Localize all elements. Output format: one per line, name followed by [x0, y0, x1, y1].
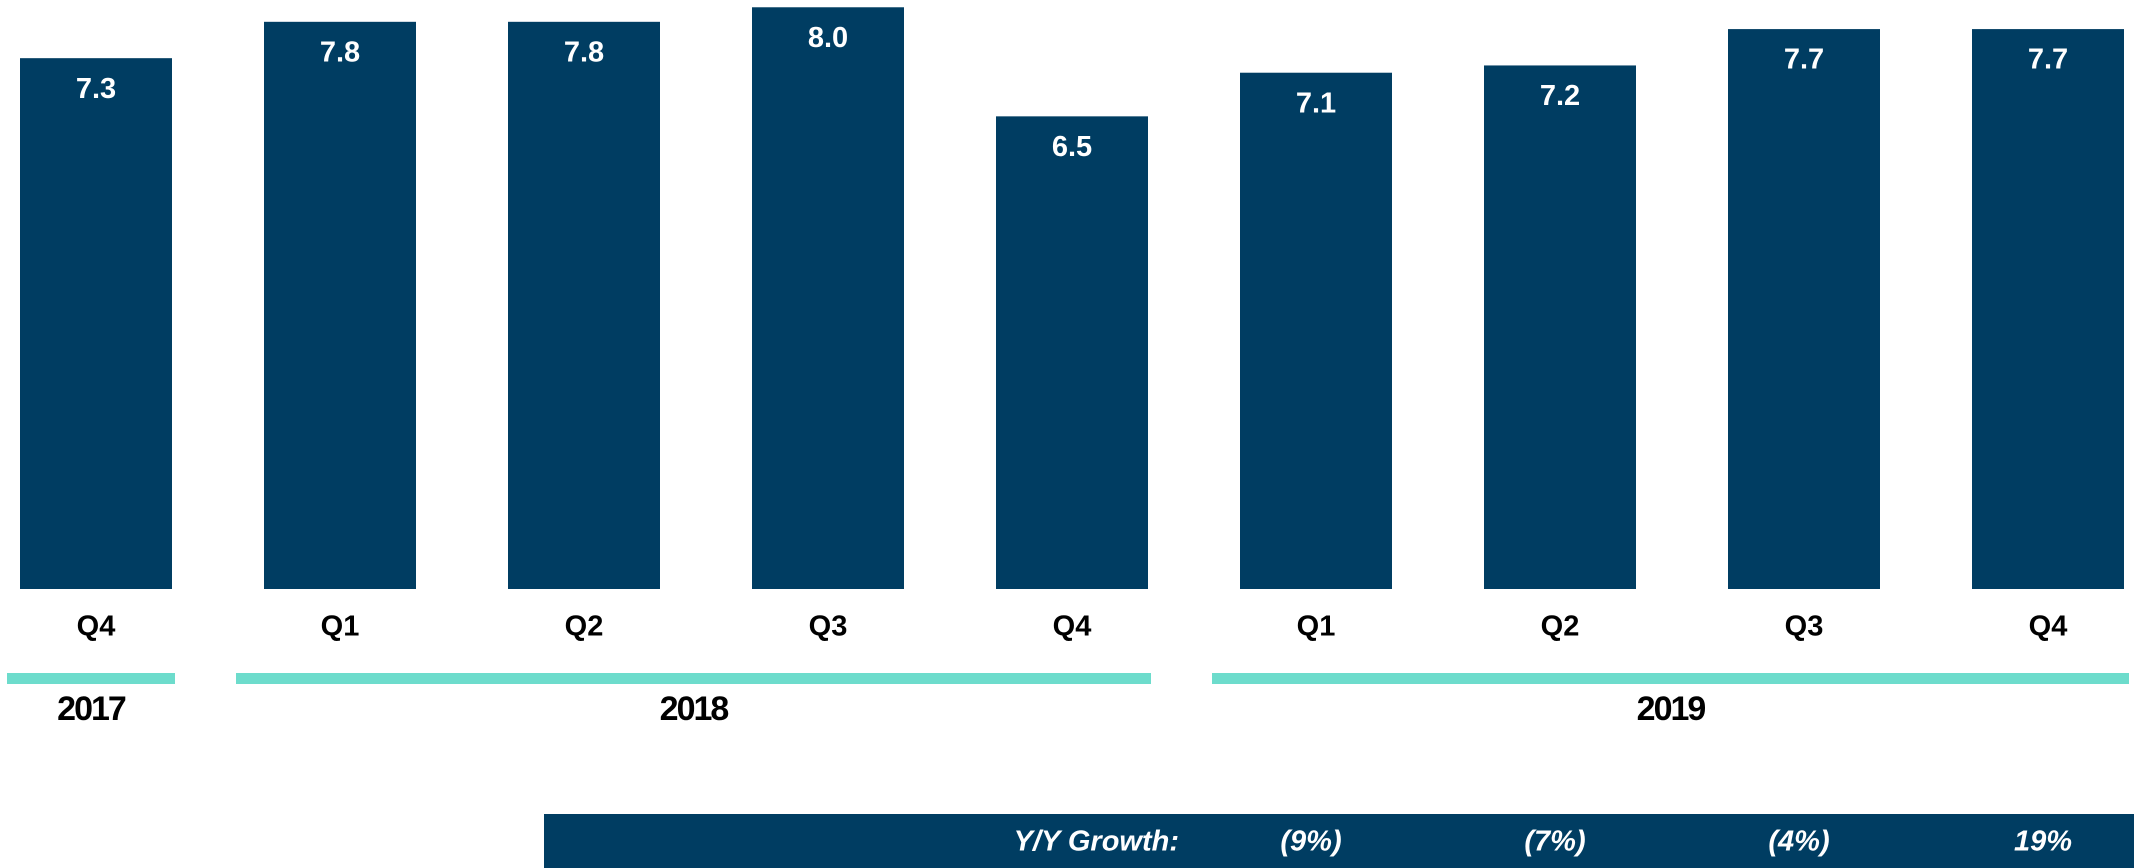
growth-title: Y/Y Growth:: [1014, 826, 1179, 858]
x-tick-label: Q4: [2029, 611, 2068, 643]
bar: [996, 116, 1148, 590]
growth-value: 19%: [2014, 826, 2072, 858]
bar: [1240, 72, 1392, 589]
bar: [1728, 29, 1880, 589]
bar: [20, 58, 172, 589]
x-tick-label: Q2: [565, 611, 604, 643]
bar: [1972, 29, 2124, 589]
x-tick-label: Q4: [1053, 611, 1092, 643]
value-label: 8.0: [808, 22, 848, 54]
value-label: 6.5: [1052, 131, 1092, 163]
growth-value: (9%): [1280, 826, 1341, 858]
value-label: 7.8: [320, 36, 360, 68]
value-label: 7.7: [1784, 44, 1824, 76]
x-tick-label: Q3: [809, 611, 848, 643]
year-label: 2019: [1637, 690, 1706, 728]
value-label: 7.7: [2028, 44, 2068, 76]
x-tick-label: Q2: [1541, 611, 1580, 643]
growth-band: [544, 814, 2134, 868]
value-label: 7.3: [76, 73, 116, 105]
year-line: [236, 673, 1151, 684]
value-label: 7.2: [1540, 80, 1580, 112]
x-tick-label: Q3: [1785, 611, 1824, 643]
year-line: [1212, 673, 2129, 684]
bar: [752, 7, 904, 589]
x-tick-label: Q1: [1297, 611, 1336, 643]
x-tick-label: Q1: [321, 611, 360, 643]
year-line: [7, 673, 175, 684]
value-label: 7.1: [1296, 87, 1336, 119]
growth-value: (7%): [1524, 826, 1585, 858]
value-label: 7.8: [564, 36, 604, 68]
bar: [264, 21, 416, 589]
year-label: 2017: [57, 690, 126, 728]
x-tick-label: Q4: [77, 611, 116, 643]
growth-value: (4%): [1768, 826, 1829, 858]
bar: [1484, 65, 1636, 589]
bar: [508, 21, 660, 589]
year-label: 2018: [660, 690, 729, 728]
